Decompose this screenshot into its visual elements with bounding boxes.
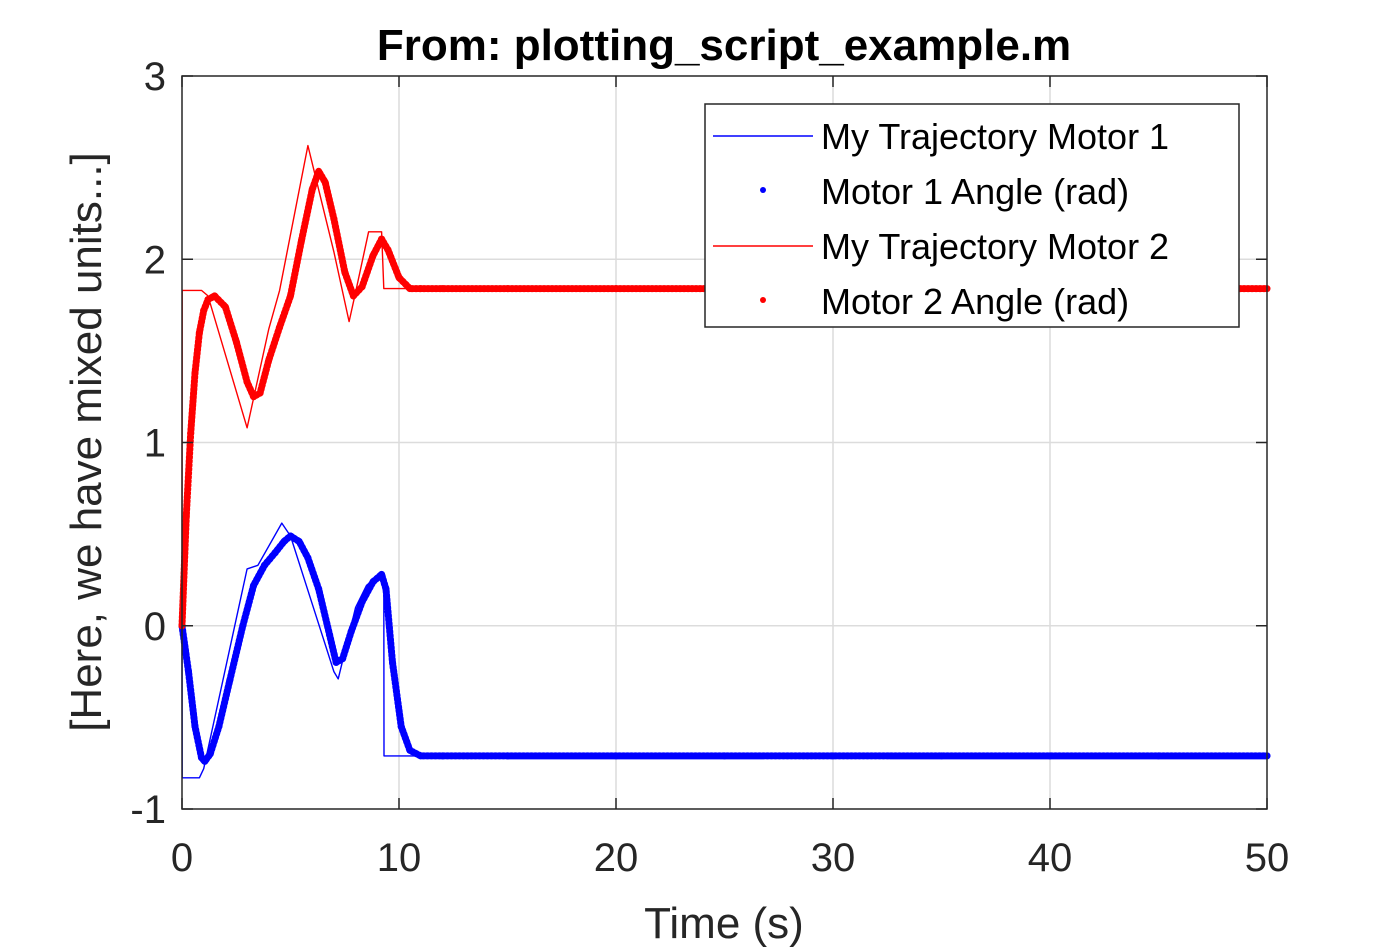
y-tick-label: 1 [144,422,166,466]
data-point [369,252,377,260]
data-point [211,292,219,300]
data-point [232,338,240,346]
legend-entry: My Trajectory Motor 1 [713,116,1169,157]
data-point [397,723,405,730]
y-axis-label: [Here, we have mixed units...] [62,152,111,732]
legend-entry: My Trajectory Motor 2 [713,226,1169,267]
data-point [215,723,223,730]
y-tick-label: 0 [144,605,166,649]
data-point [185,668,192,676]
data-point [315,167,323,175]
data-point [226,677,234,685]
data-point [395,274,403,282]
data-point [250,581,258,589]
data-point [384,246,392,254]
data-point [406,746,414,754]
data-point [315,585,323,593]
data-point [243,378,251,386]
data-point [191,723,199,730]
x-tick-label: 10 [377,836,422,880]
legend-label: My Trajectory Motor 2 [821,226,1169,267]
x-tick-label: 30 [811,836,856,880]
data-point [304,554,312,562]
y-tick-label: 2 [144,238,166,282]
data-point [239,622,247,630]
data-point [330,215,338,223]
data-point [191,369,199,377]
data-point [297,237,305,245]
data-point [280,538,288,545]
series-line [181,144,1267,626]
data-point [187,429,195,437]
series-line [181,522,1267,779]
x-tick-label: 50 [1245,836,1290,880]
data-point [195,329,203,337]
legend-label: My Trajectory Motor 1 [821,116,1169,157]
series-my-trajectory-motor-1 [181,522,1267,779]
data-point [256,389,264,397]
legend-label: Motor 2 Angle (rad) [821,281,1129,322]
data-point [308,186,316,194]
y-tick-label: -1 [130,788,166,832]
data-point [276,323,284,331]
x-tick-label: 0 [171,836,193,880]
data-point [326,631,334,639]
legend-marker [760,187,766,193]
data-point [389,658,396,666]
legend-box [704,103,1240,328]
legend-entry: Motor 2 Angle (rad) [760,281,1129,322]
legend[interactable]: My Trajectory Motor 1 Motor 1 Angle (rad)… [704,103,1240,328]
data-point [369,578,377,586]
x-tick-label: 20 [594,836,639,880]
data-point [321,178,329,186]
legend-marker [760,297,766,303]
x-axis-label: Time (s) [644,899,804,948]
series-my-trajectory-motor-2 [181,144,1267,626]
legend-label: Motor 1 Angle (rad) [821,171,1129,212]
chart-title: From: plotting_script_example.m [377,21,1071,70]
legend-entry: Motor 1 Angle (rad) [760,171,1129,212]
data-point [206,750,214,758]
data-point [287,292,294,300]
data-point [261,561,268,569]
x-tick-label: 40 [1028,836,1073,880]
data-point [182,512,190,520]
data-point [332,658,340,666]
data-point [271,549,279,556]
data-point [221,303,229,311]
data-point [358,598,366,606]
data-point [295,538,303,545]
legend-entries: My Trajectory Motor 1 Motor 1 Angle (rad)… [713,116,1169,322]
data-point [358,283,366,291]
data-point [265,356,273,364]
data-point [341,268,349,276]
y-tick-label: 3 [144,55,166,99]
data-point [200,307,208,315]
